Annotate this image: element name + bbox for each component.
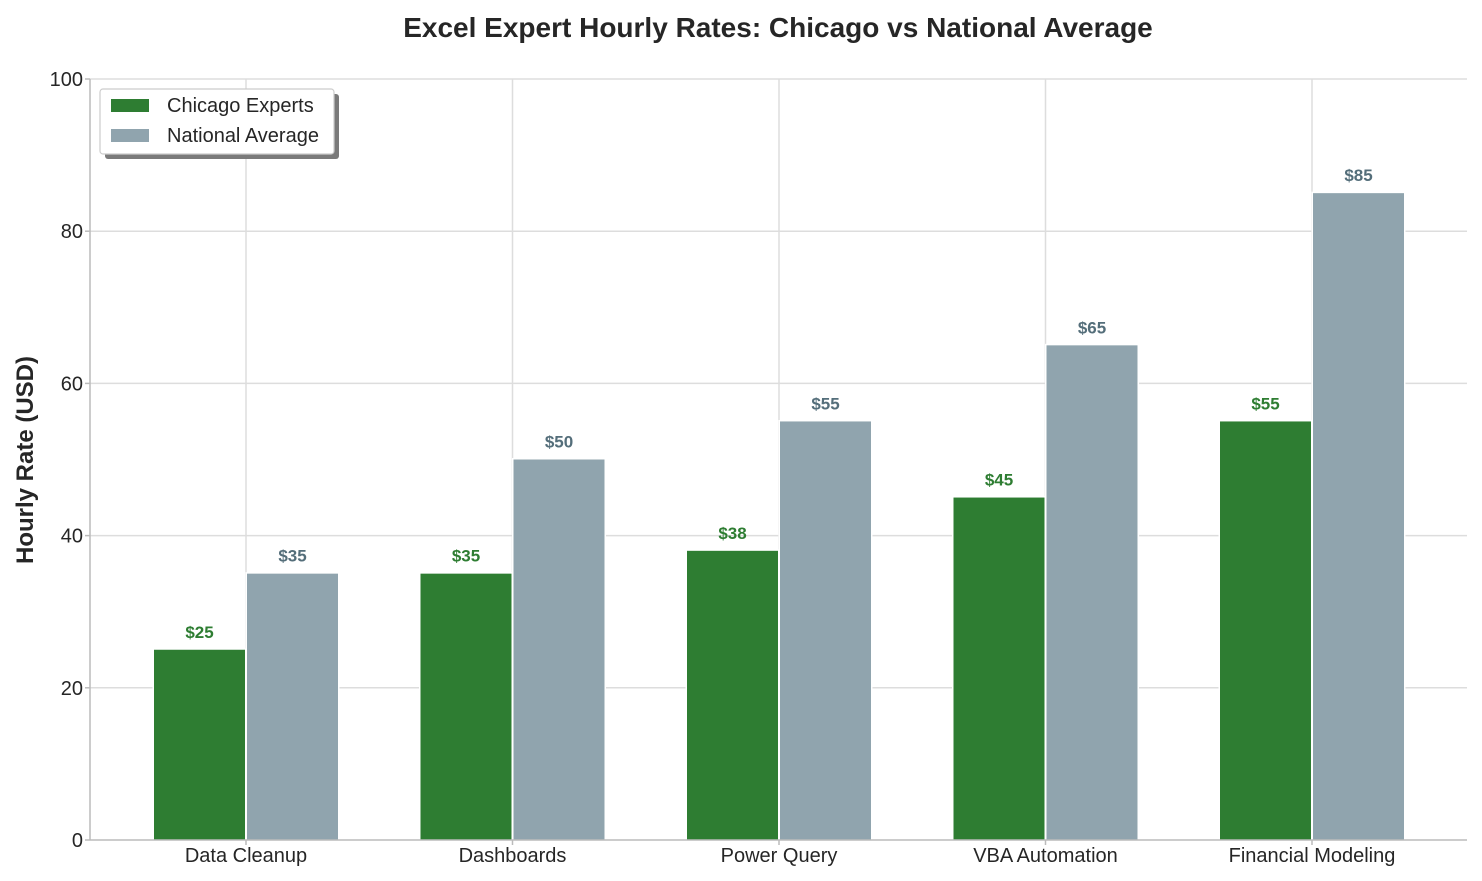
y-tick-label: 60 <box>61 373 83 395</box>
data-label: $38 <box>718 524 746 543</box>
y-tick-label: 40 <box>61 526 83 548</box>
legend-box <box>99 88 335 155</box>
data-label: $25 <box>185 623 213 642</box>
bar-national-1 <box>513 459 605 840</box>
axes <box>85 78 1467 845</box>
data-labels: $25 $35 $38 $45 $55 $35 $50 $55 $65 $85 <box>185 166 1372 642</box>
bar-national-4 <box>1313 193 1404 840</box>
data-label: $55 <box>811 394 839 413</box>
bars <box>152 191 1406 840</box>
y-tick-label: 80 <box>61 221 83 243</box>
bar-national-0 <box>247 573 338 840</box>
bar-chicago-3 <box>953 497 1045 840</box>
y-tick-label: 100 <box>50 69 83 91</box>
y-axis-label: Hourly Rate (USD) <box>12 356 39 564</box>
bar-chicago-1 <box>420 573 512 840</box>
x-tick-label: Financial Modeling <box>1229 845 1396 867</box>
legend-label: National Average <box>167 125 319 147</box>
bar-national-2 <box>780 421 871 840</box>
x-tick-label: Dashboards <box>459 845 567 867</box>
bar-chicago-2 <box>687 550 778 840</box>
bar-chicago-4 <box>1220 421 1311 840</box>
y-tick-label: 20 <box>61 678 83 700</box>
data-label: $50 <box>545 433 573 452</box>
x-tick-label: Power Query <box>721 845 838 867</box>
bar-chicago-0 <box>154 649 245 840</box>
legend-swatch <box>111 129 149 142</box>
tick-labels: 0 20 40 60 80 100 Data Cleanup Dashboards Power … <box>50 69 1396 867</box>
data-label: $35 <box>278 547 306 566</box>
legend-label: Chicago Experts <box>167 95 314 117</box>
data-label: $45 <box>985 471 1013 490</box>
legend-swatch <box>111 99 149 112</box>
y-tick-label: 0 <box>72 830 83 852</box>
data-label: $65 <box>1078 318 1106 337</box>
x-tick-label: VBA Automation <box>973 845 1118 867</box>
bar-national-3 <box>1046 345 1138 840</box>
data-label: $55 <box>1251 394 1279 413</box>
chart-title: Excel Expert Hourly Rates: Chicago vs Na… <box>403 12 1153 43</box>
x-tick-label: Data Cleanup <box>185 845 307 867</box>
legend: Chicago Experts National Average <box>99 88 339 159</box>
data-label: $85 <box>1344 166 1372 185</box>
data-label: $35 <box>452 547 480 566</box>
